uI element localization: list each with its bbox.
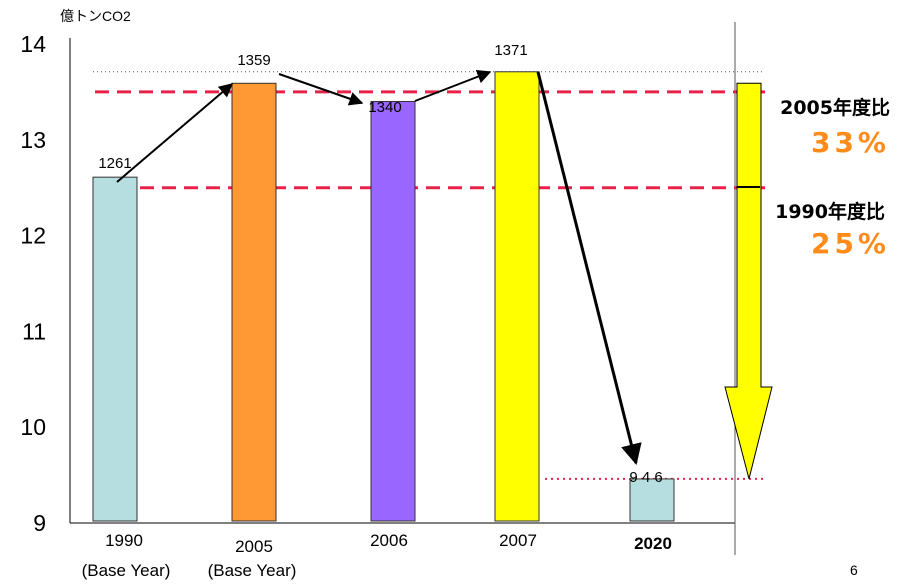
category-sublabel: (Base Year) <box>208 561 297 580</box>
bar-2007 <box>494 71 540 522</box>
y-tick-label: 11 <box>22 318 46 344</box>
trend-arrow <box>278 73 364 106</box>
trend-arrow <box>414 70 492 102</box>
bars <box>92 71 675 522</box>
bar-2020 <box>629 478 675 522</box>
trend-arrow <box>116 83 234 183</box>
trend-arrows <box>116 70 642 466</box>
bar-2005 <box>231 82 277 522</box>
category-label-2020: 2020 <box>634 534 672 553</box>
reduction-arrow <box>724 82 773 480</box>
y-tick-label: 9 <box>33 510 46 536</box>
value-label: 1261 <box>98 155 131 172</box>
y-tick-label: 14 <box>20 31 46 57</box>
value-label: 1340 <box>368 99 401 116</box>
annotation-1990-value: 25% <box>811 227 890 260</box>
annotation-2005-title: 2005年度比 <box>780 96 890 119</box>
y-tick-label: 13 <box>20 127 46 153</box>
category-label-2006: 2006 <box>370 531 408 550</box>
unit-label: 億トンCO2 <box>60 8 131 24</box>
category-label-1990: 1990 <box>105 531 143 550</box>
reference-lines <box>93 71 765 480</box>
category-sublabel: (Base Year) <box>82 561 171 580</box>
annotation-2005-value: 33% <box>811 126 890 159</box>
value-label: 1359 <box>237 52 270 69</box>
y-tick-label: 12 <box>20 223 46 249</box>
value-label: 9 4 6 <box>629 469 662 486</box>
value-label: 1371 <box>494 42 527 59</box>
trend-arrow <box>536 71 642 466</box>
page-number: 6 <box>850 562 858 578</box>
y-tick-labels: 9 10 11 12 13 14 <box>20 31 46 536</box>
y-tick-label: 10 <box>20 414 46 440</box>
bar-2006 <box>370 100 416 522</box>
category-label-2007: 2007 <box>499 531 537 550</box>
category-label-2005: 2005 <box>235 537 273 556</box>
category-labels: 1990 (Base Year) 2005 (Base Year) 2006 2007 20… <box>82 531 672 580</box>
annotation-1990-title: 1990年度比 <box>775 200 885 223</box>
bar-1990 <box>92 176 138 522</box>
value-labels: 1261 1359 1340 1371 9 4 6 <box>98 42 662 486</box>
